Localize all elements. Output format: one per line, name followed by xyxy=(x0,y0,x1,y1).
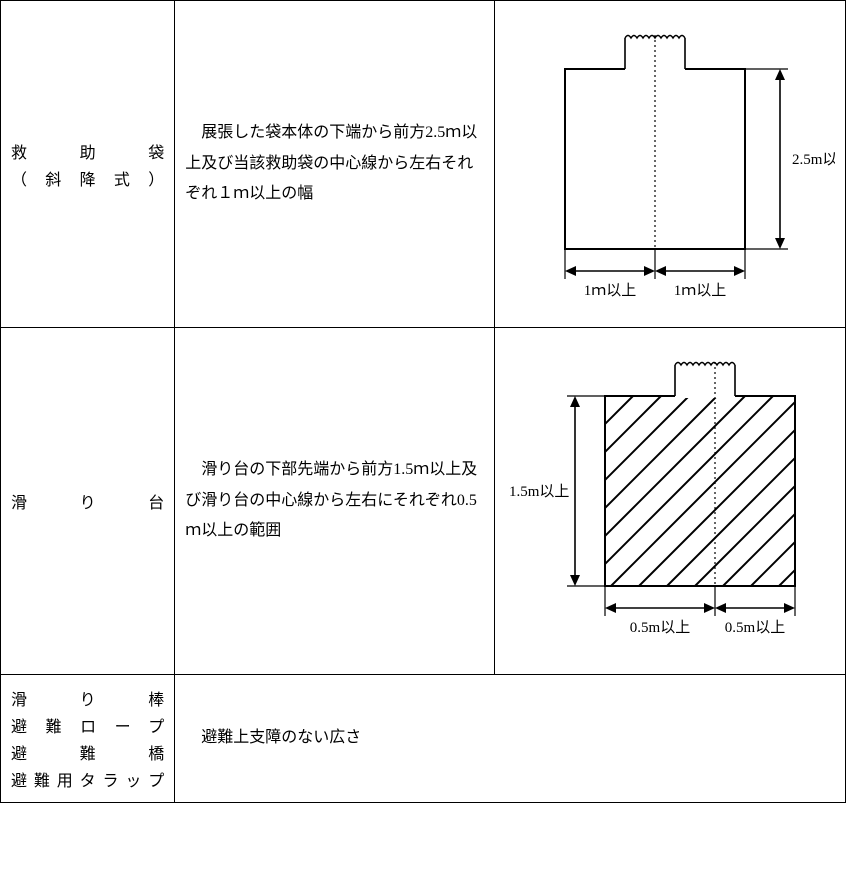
equipment-label: 避難ロープ xyxy=(11,713,164,737)
description-text: 避難上支障のない広さ xyxy=(185,723,835,753)
diagram-cell: 2.5m以上 1ｍ以上 1ｍ以上 xyxy=(494,1,845,328)
description-cell: 展張した袋本体の下端から前方2.5ｍ以上及び当該救助袋の中心線から左右それぞれ１… xyxy=(175,1,495,328)
diagram: 1.5m以上 0.5m以上 0.5m以上 xyxy=(505,336,835,666)
equipment-label: 滑り台 xyxy=(11,489,164,513)
dim-label: 1.5m以上 xyxy=(509,483,569,500)
description-cell: 滑り台の下部先端から前方1.5ｍ以上及び滑り台の中心線から左右にそれぞれ0.5ｍ… xyxy=(175,328,495,675)
dim-label: 1ｍ以上 xyxy=(584,282,637,299)
dim-label: 0.5m以上 xyxy=(725,619,785,636)
equipment-label: 避難橋 xyxy=(11,740,164,764)
dim-label: 2.5m以上 xyxy=(792,151,835,168)
table-row: 滑り棒避難ロープ避難橋避難用タラップ 避難上支障のない広さ xyxy=(1,675,846,803)
dim-label: 1ｍ以上 xyxy=(674,282,727,299)
equipment-label-cell: 滑り棒避難ロープ避難橋避難用タラップ xyxy=(1,675,175,803)
equipment-label-cell: 滑り台 xyxy=(1,328,175,675)
equipment-label: 避難用タラップ xyxy=(11,767,164,791)
dim-label: 0.5m以上 xyxy=(630,619,690,636)
equipment-label-cell: 救助袋 （斜降式） xyxy=(1,1,175,328)
table-row: 滑り台 滑り台の下部先端から前方1.5ｍ以上及び滑り台の中心線から左右にそれぞれ… xyxy=(1,328,846,675)
equipment-label: 救助袋 xyxy=(11,139,164,163)
description-text: 滑り台の下部先端から前方1.5ｍ以上及び滑り台の中心線から左右にそれぞれ0.5ｍ… xyxy=(185,455,484,546)
diagram: 2.5m以上 1ｍ以上 1ｍ以上 xyxy=(505,9,835,319)
equipment-label: （斜降式） xyxy=(11,166,164,190)
equipment-label: 滑り棒 xyxy=(11,686,164,710)
description-text: 展張した袋本体の下端から前方2.5ｍ以上及び当該救助袋の中心線から左右それぞれ１… xyxy=(185,118,484,209)
description-cell: 避難上支障のない広さ xyxy=(175,675,846,803)
diagram-cell: 1.5m以上 0.5m以上 0.5m以上 xyxy=(494,328,845,675)
spec-table: 救助袋 （斜降式） 展張した袋本体の下端から前方2.5ｍ以上及び当該救助袋の中心線… xyxy=(0,0,846,803)
table-row: 救助袋 （斜降式） 展張した袋本体の下端から前方2.5ｍ以上及び当該救助袋の中心線… xyxy=(1,1,846,328)
